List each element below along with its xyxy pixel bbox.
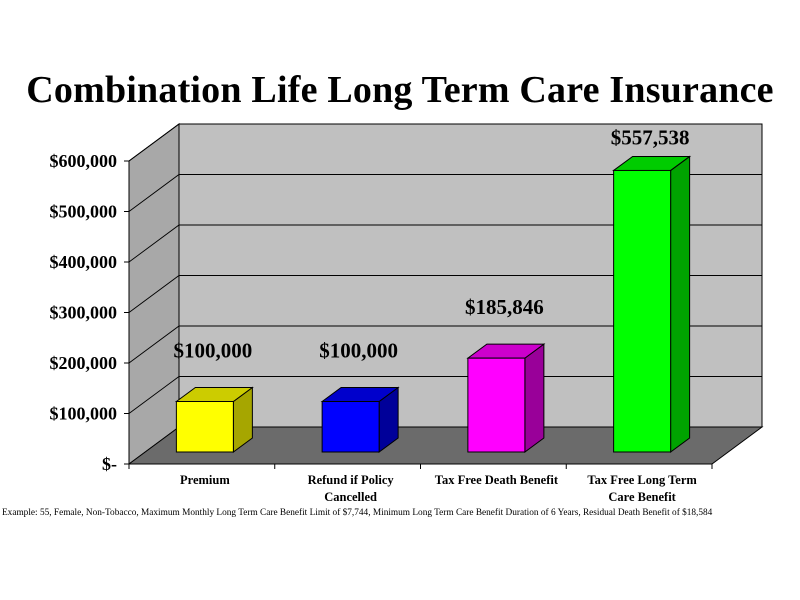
bar (467, 357, 526, 453)
y-tick-label: $400,000 (50, 252, 118, 272)
bar (613, 169, 672, 453)
bar-side (670, 155, 691, 453)
footnote: Example: 55, Female, Non-Tobacco, Maximu… (2, 508, 713, 518)
gridline (128, 376, 762, 414)
gridline (128, 174, 762, 212)
y-tick-label: $100,000 (50, 404, 118, 424)
bar (321, 401, 380, 453)
gridline (128, 123, 762, 162)
chart-title: Combination Life Long Term Care Insuranc… (26, 69, 774, 111)
y-tick-label: $500,000 (50, 202, 118, 222)
data-label: $100,000 (174, 339, 253, 363)
y-tick-label: $- (102, 454, 117, 474)
x-tick-label: Care Benefit (608, 490, 676, 504)
gridline (128, 224, 762, 263)
data-label: $100,000 (319, 339, 398, 363)
x-tick-label: Refund if Policy (308, 473, 395, 487)
x-tick-label: Cancelled (324, 490, 377, 504)
gridline (128, 275, 762, 313)
bar (175, 401, 234, 453)
x-tick-label: Tax Free Death Benefit (435, 473, 559, 487)
x-tick-label: Premium (180, 473, 230, 487)
x-tick-label: Tax Free Long Term (587, 473, 697, 487)
data-label: $557,538 (611, 125, 690, 149)
data-label: $185,846 (465, 295, 544, 319)
y-tick-label: $300,000 (50, 303, 118, 323)
y-tick-label: $600,000 (50, 151, 118, 171)
y-tick-label: $200,000 (50, 353, 118, 373)
gridline (128, 325, 762, 364)
bar-side (524, 343, 545, 453)
